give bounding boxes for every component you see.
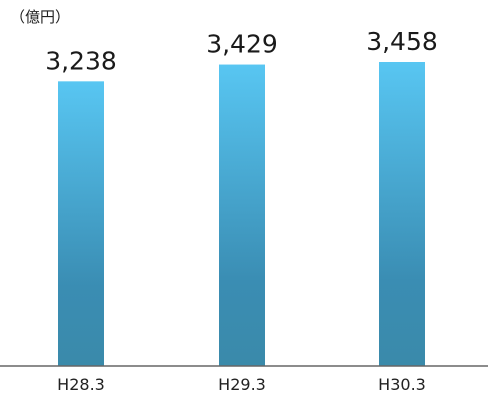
x-tick-label: H29.3 <box>218 375 266 394</box>
value-labels-group: 3,238 3,429 3,458 <box>45 27 438 75</box>
bar-h30-3 <box>379 62 425 366</box>
value-label: 3,458 <box>366 27 438 56</box>
bar-h28-3 <box>58 81 104 366</box>
unit-label: （億円） <box>10 8 70 26</box>
bars-group <box>58 62 425 367</box>
x-tick-labels: H28.3 H29.3 H30.3 <box>57 375 426 394</box>
x-tick-label: H30.3 <box>378 375 426 394</box>
x-tick-label: H28.3 <box>57 375 105 394</box>
bar-h29-3 <box>219 64 265 367</box>
value-label: 3,429 <box>206 30 278 59</box>
value-label: 3,238 <box>45 46 117 75</box>
